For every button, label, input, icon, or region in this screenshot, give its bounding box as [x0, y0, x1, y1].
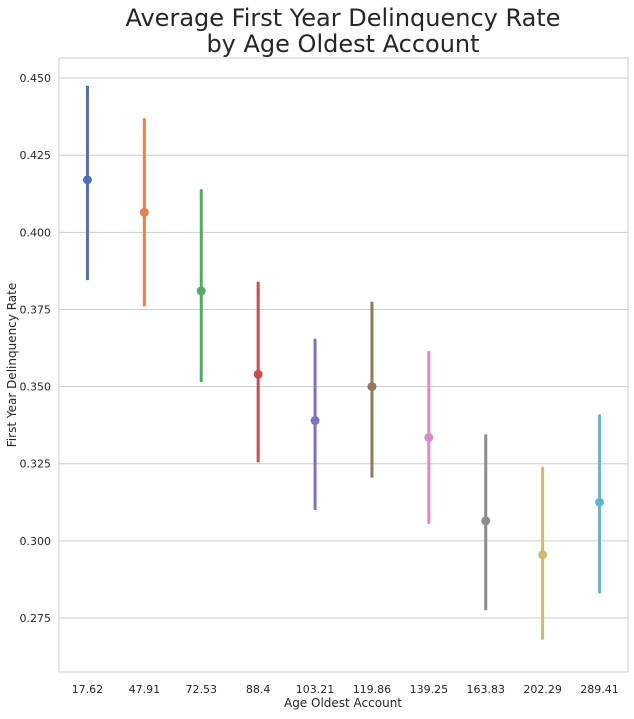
data-point — [481, 516, 491, 526]
y-tick-label: 0.350 — [20, 381, 52, 394]
x-tick-label: 119.86 — [353, 683, 392, 696]
data-point — [595, 497, 605, 507]
x-tick-label: 289.41 — [580, 683, 619, 696]
data-point — [538, 550, 548, 560]
data-point — [82, 175, 92, 185]
x-tick-label: 88.4 — [246, 683, 271, 696]
data-point — [253, 369, 263, 379]
y-axis-label: First Year Delinquency Rate — [5, 283, 19, 447]
x-axis-ticks: 17.62 47.91 72.53 88.4 103.21 119.86 139.25 163… — [72, 683, 619, 696]
x-tick-label: 202.29 — [523, 683, 562, 696]
y-tick-label: 0.425 — [20, 149, 52, 162]
x-tick-label: 17.62 — [72, 683, 104, 696]
y-tick-label: 0.325 — [20, 458, 52, 471]
data-point — [367, 382, 377, 392]
y-tick-label: 0.375 — [20, 303, 52, 316]
x-tick-label: 72.53 — [186, 683, 218, 696]
y-tick-label: 0.450 — [20, 72, 52, 85]
chart-title-line-2: by Age Oldest Account — [206, 30, 479, 58]
x-tick-label: 163.83 — [467, 683, 506, 696]
y-tick-label: 0.300 — [20, 535, 52, 548]
x-axis-label: Age Oldest Account — [284, 696, 402, 710]
y-tick-label: 0.275 — [20, 612, 52, 625]
data-point — [196, 286, 206, 296]
data-point — [310, 416, 320, 426]
plot-area — [58, 57, 629, 673]
data-point — [424, 433, 434, 443]
y-tick-label: 0.400 — [20, 226, 52, 239]
y-axis-ticks: 0.275 0.300 0.325 0.350 0.375 0.400 0.425 0.450 — [20, 72, 52, 625]
data-point — [139, 207, 149, 217]
x-tick-label: 47.91 — [129, 683, 161, 696]
gridlines — [59, 77, 628, 619]
x-tick-label: 139.25 — [410, 683, 449, 696]
x-tick-label: 103.21 — [296, 683, 335, 696]
chart-title-line-1: Average First Year Delinquency Rate — [125, 4, 560, 32]
data-marks — [82, 85, 605, 640]
